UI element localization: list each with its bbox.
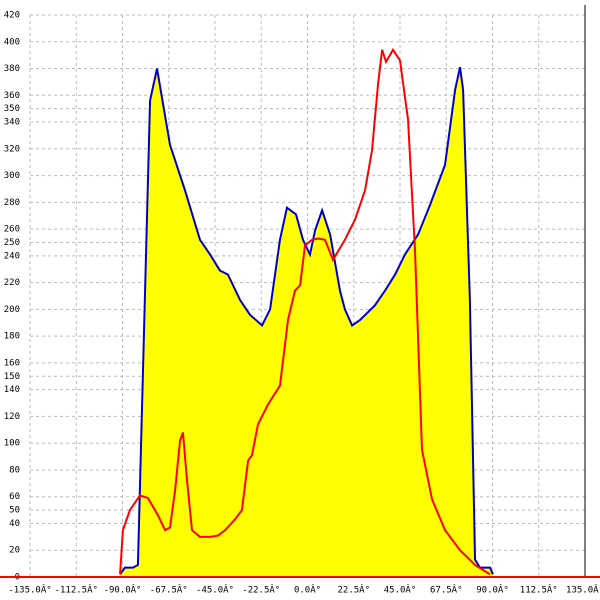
y-tick-label: 350 xyxy=(4,104,20,114)
y-tick-label: 100 xyxy=(4,439,20,449)
x-tick-label: 67.5Â° xyxy=(430,584,463,596)
y-tick-label: 60 xyxy=(9,492,20,502)
series-line xyxy=(119,66,494,575)
x-tick-label: 22.5Â° xyxy=(337,584,370,596)
x-tick-label: 90.0Â° xyxy=(476,584,509,596)
series-line xyxy=(119,47,491,576)
x-tick-label: 45.0Â° xyxy=(384,584,417,596)
y-tick-label: 40 xyxy=(9,519,20,529)
y-tick-label: 150 xyxy=(4,372,20,382)
y-tick-label: 320 xyxy=(4,144,20,154)
y-tick-label: 240 xyxy=(4,251,20,261)
y-tick-label: 280 xyxy=(4,198,20,208)
x-tick-label: -67.5Â° xyxy=(150,584,188,596)
y-tick-label: 20 xyxy=(9,546,20,556)
x-tick-label: 112.5Â° xyxy=(520,584,558,596)
x-tick-label: -112.5Â° xyxy=(55,584,98,596)
area-fill xyxy=(120,67,493,577)
y-tick-label: 220 xyxy=(4,278,20,288)
x-tick-label: -22.5Â° xyxy=(242,584,280,596)
y-tick-label: 140 xyxy=(4,385,20,395)
y-tick-label: 420 xyxy=(4,11,20,21)
y-tick-label: 250 xyxy=(4,238,20,248)
y-tick-label: 160 xyxy=(4,358,20,368)
y-tick-label: 380 xyxy=(4,64,20,74)
y-tick-label: 260 xyxy=(4,225,20,235)
y-tick-label: 200 xyxy=(4,305,20,315)
y-tick-label: 300 xyxy=(4,171,20,181)
y-tick-label: 180 xyxy=(4,332,20,342)
y-tick-label: 50 xyxy=(9,506,20,516)
x-tick-label: 0.0Â° xyxy=(294,584,321,596)
y-tick-label: 360 xyxy=(4,91,20,101)
y-tick-label: 340 xyxy=(4,118,20,128)
x-tick-label: -90.0Â° xyxy=(104,584,142,596)
x-tick-label: -135.0Â° xyxy=(8,584,51,596)
y-tick-label: 120 xyxy=(4,412,20,422)
y-tick-label: 80 xyxy=(9,465,20,475)
y-tick-label: 400 xyxy=(4,37,20,47)
x-tick-label: -45.0Â° xyxy=(196,584,234,596)
x-tick-label: 135.0Â° xyxy=(566,584,600,596)
